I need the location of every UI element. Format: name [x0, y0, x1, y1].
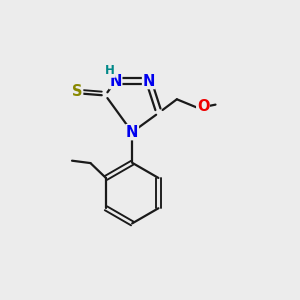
- Text: N: N: [142, 74, 155, 88]
- Text: N: N: [126, 125, 138, 140]
- Text: S: S: [72, 84, 83, 99]
- Text: O: O: [197, 99, 209, 114]
- Text: H: H: [105, 64, 115, 77]
- Text: N: N: [110, 74, 122, 88]
